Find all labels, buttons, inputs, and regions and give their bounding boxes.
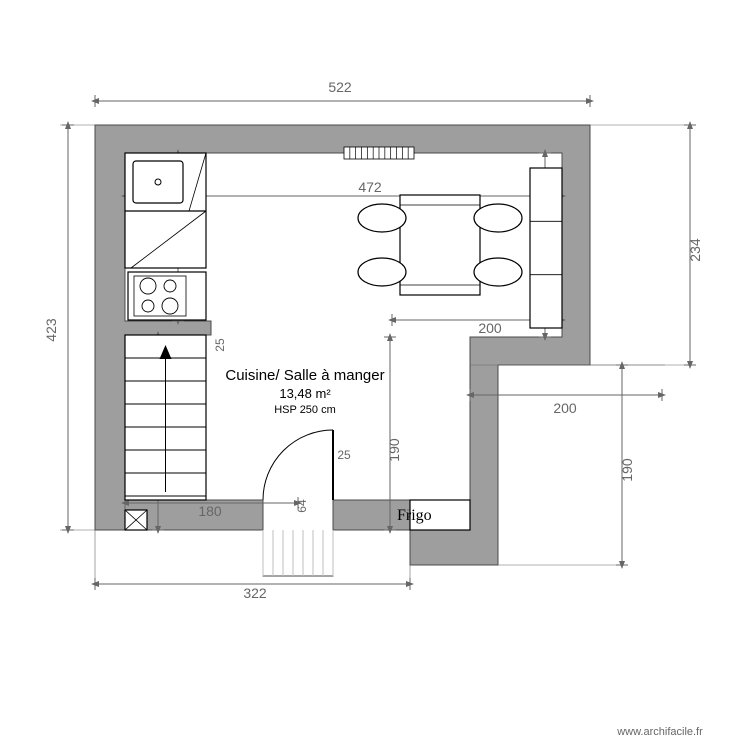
stove (128, 272, 206, 320)
attribution: www.archifacile.fr (616, 726, 703, 738)
dim-label: 25 (337, 448, 351, 462)
dining-table (400, 195, 480, 295)
sink (133, 161, 183, 203)
chair (474, 258, 522, 286)
dim-label: 322 (243, 585, 267, 601)
dim-label: 200 (553, 400, 577, 416)
dim-label: 190 (386, 438, 402, 462)
fridge-label: Frigo (397, 507, 432, 524)
dim-label: 64 (295, 499, 309, 513)
dim-label: 25 (213, 338, 227, 352)
dim-label: 200 (478, 320, 502, 336)
room-name: Cuisine/ Salle à manger (225, 367, 384, 384)
dim-label: 423 (43, 318, 59, 342)
chair (358, 258, 406, 286)
dim-label: 472 (358, 179, 382, 195)
dim-label: 522 (328, 79, 352, 95)
dim-label: 234 (687, 238, 703, 262)
sideboard (530, 168, 562, 328)
dim-label: 180 (198, 503, 222, 519)
radiator (344, 147, 414, 159)
door-arc (263, 430, 333, 500)
room-hsp: HSP 250 cm (274, 404, 336, 416)
chair (358, 204, 406, 232)
dim-label: 190 (619, 458, 635, 482)
room-area: 13,48 m² (279, 386, 331, 401)
chair (474, 204, 522, 232)
